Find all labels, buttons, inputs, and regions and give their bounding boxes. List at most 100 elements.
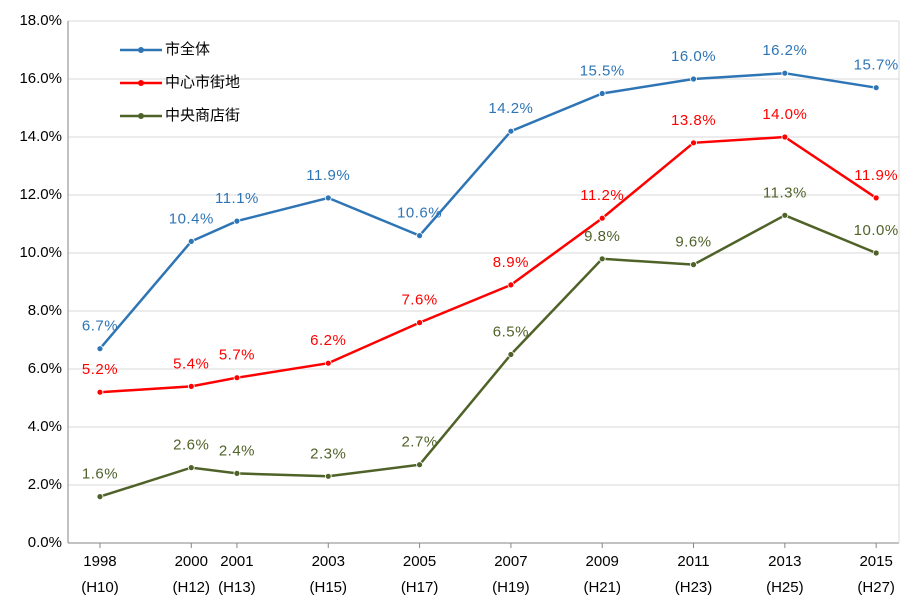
point (872, 84, 880, 92)
point (507, 281, 515, 289)
value-label: 15.5% (580, 62, 625, 79)
point (187, 382, 195, 390)
x-tick-era-label: (H19) (492, 579, 530, 596)
y-tick-label: 8.0% (28, 302, 62, 319)
point (324, 194, 332, 202)
x-tick-label: 2001 (220, 553, 253, 570)
series-line (99, 135, 877, 394)
value-label: 13.8% (671, 112, 716, 129)
y-tick-label: 6.0% (28, 360, 62, 377)
point (872, 249, 880, 257)
point (690, 139, 697, 147)
value-label: 6.2% (310, 332, 346, 349)
value-label: 11.1% (215, 190, 259, 207)
series-line (99, 71, 877, 350)
value-label: 14.2% (488, 100, 533, 117)
point (187, 237, 195, 245)
value-label: 2.3% (310, 445, 346, 462)
point (598, 255, 606, 263)
x-tick-era-label: (H15) (310, 579, 348, 596)
value-label: 9.8% (584, 228, 620, 245)
x-tick-era-label: (H23) (675, 579, 713, 596)
value-label: 1.6% (82, 466, 118, 483)
legend-label: 中央商店街 (165, 107, 240, 124)
value-label: 6.7% (82, 318, 118, 335)
value-label: 2.4% (219, 442, 255, 459)
x-tick-label: 2009 (586, 553, 619, 570)
value-label: 15.7% (854, 57, 899, 74)
point (507, 351, 515, 358)
x-tick-era-label: (H10) (81, 579, 119, 596)
point (598, 90, 606, 97)
value-label: 16.0% (671, 48, 716, 65)
legend-label: 中心市街地 (165, 74, 240, 91)
value-label: 5.7% (219, 347, 255, 364)
x-tick-label: 2011 (677, 553, 709, 570)
point (416, 461, 423, 469)
value-label: 2.6% (173, 437, 209, 454)
legend-marker (138, 47, 144, 53)
point (690, 261, 697, 269)
x-tick-era-label: (H13) (218, 579, 256, 596)
point (96, 388, 104, 396)
x-tick-label: 2013 (768, 553, 801, 570)
point (872, 194, 880, 202)
value-label: 5.2% (82, 361, 118, 378)
series-line (99, 213, 877, 498)
legend-label: 市全体 (165, 40, 210, 58)
value-label: 7.6% (401, 292, 437, 309)
x-tick-era-label: (H27) (857, 579, 895, 596)
value-label: 16.2% (762, 42, 807, 59)
legend-marker (138, 80, 144, 86)
value-label: 11.3% (763, 184, 807, 201)
point (781, 69, 789, 77)
x-tick-label: 2003 (312, 553, 345, 570)
y-tick-label: 18.0% (19, 12, 62, 29)
point (233, 374, 241, 382)
value-label: 5.4% (173, 355, 209, 372)
value-label: 10.6% (397, 205, 442, 222)
value-label: 2.7% (401, 434, 437, 451)
x-tick-label: 1998 (83, 553, 116, 570)
point (187, 464, 195, 472)
legend-marker (138, 113, 144, 119)
y-tick-label: 14.0% (19, 128, 62, 145)
x-tick-era-label: (H17) (401, 579, 439, 596)
x-tick-label: 2007 (494, 553, 527, 570)
point (96, 345, 104, 353)
y-tick-label: 2.0% (28, 476, 62, 493)
value-label: 11.9% (854, 167, 898, 184)
point (324, 359, 332, 367)
value-label: 11.9% (306, 167, 350, 184)
point (781, 211, 789, 219)
point (598, 214, 606, 222)
x-tick-label: 2000 (175, 553, 208, 570)
x-tick-era-label: (H21) (583, 579, 621, 596)
point (690, 75, 697, 83)
value-label: 9.6% (675, 234, 711, 251)
x-tick-era-label: (H25) (766, 579, 804, 596)
y-tick-label: 10.0% (19, 244, 62, 261)
value-label: 11.2% (580, 187, 624, 204)
value-label: 8.9% (493, 254, 529, 271)
value-label: 10.4% (169, 210, 214, 227)
point (233, 469, 241, 477)
y-tick-label: 0.0% (28, 534, 62, 551)
x-tick-era-label: (H12) (173, 579, 211, 596)
point (507, 127, 515, 135)
x-tick-label: 2005 (403, 553, 436, 570)
point (416, 319, 423, 327)
x-tick-label: 2015 (859, 553, 892, 570)
point (781, 133, 789, 141)
value-label: 10.0% (854, 222, 899, 239)
point (416, 232, 423, 240)
value-label: 6.5% (493, 323, 529, 340)
y-tick-label: 12.0% (19, 186, 62, 203)
point (324, 472, 332, 480)
value-label: 14.0% (762, 106, 807, 123)
y-tick-label: 4.0% (28, 418, 62, 435)
point (96, 493, 104, 501)
y-tick-label: 16.0% (19, 70, 62, 87)
point (233, 217, 241, 225)
